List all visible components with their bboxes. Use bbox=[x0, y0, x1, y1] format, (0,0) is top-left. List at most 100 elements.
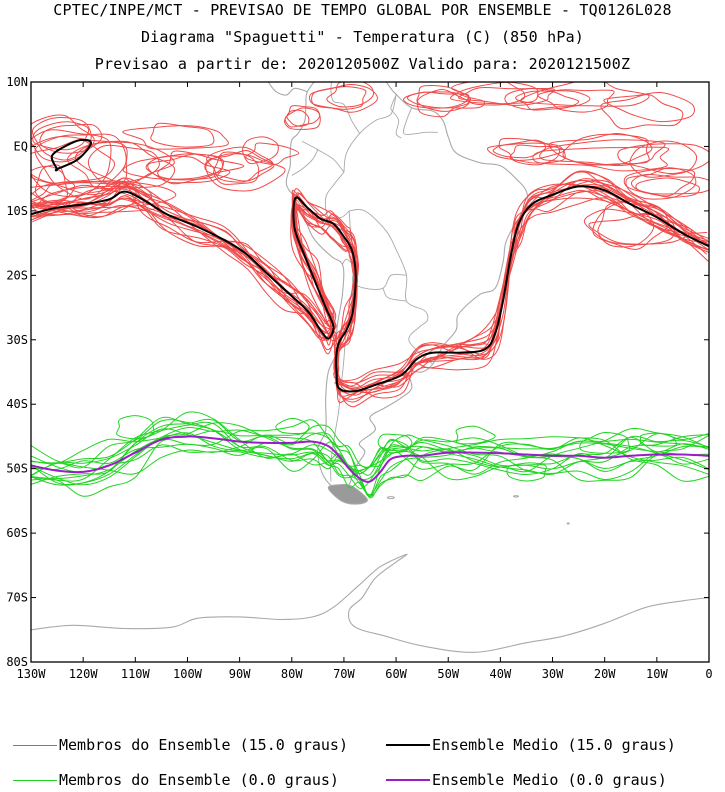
legend-swatch-red bbox=[13, 744, 57, 746]
member-15-contour bbox=[492, 137, 547, 159]
map-title-line-3: Previsao a partir de: 2020120500Z Valido… bbox=[94, 55, 631, 73]
member-15-contour bbox=[122, 153, 245, 180]
member-15-contour bbox=[515, 90, 580, 111]
member-15-contour bbox=[157, 150, 223, 185]
member-15-contour bbox=[504, 87, 591, 111]
member-15-contour bbox=[450, 82, 539, 105]
member-0-contour bbox=[31, 419, 709, 499]
member-15-contour bbox=[520, 82, 650, 107]
member-15-contour bbox=[206, 146, 274, 183]
member-0-contour bbox=[639, 432, 677, 447]
island bbox=[386, 496, 395, 500]
y-tick-label: 40S bbox=[6, 397, 28, 411]
member-15-contour bbox=[416, 85, 471, 112]
member-15-contour bbox=[31, 186, 708, 393]
x-tick-label: 10W bbox=[646, 667, 668, 681]
member-0-contour bbox=[275, 417, 310, 435]
member-15-contour bbox=[145, 155, 231, 184]
mean-15-contour bbox=[31, 185, 709, 393]
member-15-contour bbox=[403, 91, 485, 109]
y-tick-label: EQ bbox=[14, 139, 28, 153]
country-border bbox=[343, 94, 397, 173]
mean-15-contour bbox=[50, 138, 92, 172]
member-15-contour bbox=[242, 136, 279, 165]
country-border bbox=[349, 209, 433, 365]
member-15-contour bbox=[31, 178, 709, 391]
legend-mean-15-label: Ensemble Medio (15.0 graus) bbox=[432, 736, 676, 754]
legend-swatch-green bbox=[13, 779, 57, 781]
member-15-contour bbox=[38, 185, 137, 218]
map-frame bbox=[30, 81, 710, 663]
member-15-contour bbox=[31, 179, 707, 394]
map-title-line-1: CPTEC/INPE/MCT - PREVISAO DE TEMPO GLOBA… bbox=[53, 1, 672, 19]
x-tick-label: 80W bbox=[281, 667, 303, 681]
member-15-contour bbox=[87, 144, 160, 185]
member-15-contour bbox=[32, 121, 90, 151]
member-15-contour bbox=[150, 122, 215, 148]
member-15-contour bbox=[122, 125, 229, 150]
member-15-contour bbox=[31, 195, 709, 400]
member-15-contour bbox=[630, 173, 709, 195]
y-tick-label: 50S bbox=[6, 462, 28, 476]
island bbox=[513, 495, 520, 498]
member-15-contour bbox=[309, 86, 367, 110]
member-15-contour bbox=[284, 105, 321, 128]
member-0-contour bbox=[31, 421, 709, 482]
central-america-coastline bbox=[267, 82, 308, 96]
member-0-contour bbox=[31, 436, 709, 475]
x-tick-label: 20W bbox=[594, 667, 616, 681]
member-0-contour bbox=[31, 424, 709, 497]
geography-layer bbox=[31, 82, 709, 653]
member-15-contour bbox=[204, 149, 275, 182]
member-15-contour bbox=[635, 177, 700, 198]
member-15-contour bbox=[625, 167, 697, 200]
x-tick-label: 70W bbox=[333, 667, 355, 681]
y-tick-label: 70S bbox=[6, 591, 28, 605]
members-15-layer bbox=[31, 82, 709, 408]
y-tick-label: 20S bbox=[6, 268, 28, 282]
map-title-line-2: Diagrama "Spaguetti" - Temperatura (C) (… bbox=[140, 28, 585, 46]
country-border bbox=[330, 82, 360, 134]
member-15-contour bbox=[31, 180, 709, 403]
x-tick-label: 0 bbox=[705, 667, 712, 681]
legend-members-15-label: Membros do Ensemble (15.0 graus) bbox=[59, 736, 348, 754]
x-tick-label: 100W bbox=[173, 667, 203, 681]
member-0-contour bbox=[506, 464, 547, 482]
member-15-contour bbox=[34, 133, 127, 200]
member-15-contour bbox=[629, 140, 698, 178]
country-border bbox=[301, 140, 345, 173]
member-15-contour bbox=[32, 170, 709, 399]
legend-mean-0-label: Ensemble Medio (0.0 graus) bbox=[432, 771, 667, 789]
member-15-contour bbox=[539, 139, 666, 167]
member-15-contour bbox=[31, 182, 158, 216]
member-15-contour bbox=[31, 177, 708, 408]
member-0-contour bbox=[31, 430, 709, 496]
member-0-contour bbox=[31, 416, 709, 481]
member-15-contour bbox=[31, 184, 709, 393]
member-15-contour bbox=[592, 200, 669, 250]
island bbox=[566, 522, 570, 525]
member-15-contour bbox=[597, 200, 655, 248]
member-0-contour bbox=[377, 433, 413, 452]
member-15-contour bbox=[623, 167, 696, 197]
member-15-contour bbox=[451, 82, 526, 106]
x-tick-label: 110W bbox=[121, 667, 151, 681]
member-15-contour bbox=[31, 179, 709, 390]
member-15-contour bbox=[509, 144, 561, 166]
member-15-contour bbox=[286, 109, 310, 127]
legend-swatch-purple bbox=[386, 779, 430, 781]
x-tick-label: 40W bbox=[490, 667, 512, 681]
x-tick-label: 60W bbox=[385, 667, 407, 681]
member-0-contour bbox=[455, 425, 496, 445]
member-15-contour bbox=[31, 184, 708, 384]
member-0-contour bbox=[31, 428, 709, 477]
member-15-contour bbox=[31, 180, 153, 219]
legend-members-15: Membros do Ensemble (15.0 graus) bbox=[13, 736, 348, 754]
member-15-contour bbox=[548, 132, 653, 166]
x-tick-label: 120W bbox=[69, 667, 99, 681]
x-tick-label: 90W bbox=[229, 667, 251, 681]
member-15-contour bbox=[487, 142, 566, 164]
member-15-contour bbox=[31, 129, 112, 198]
